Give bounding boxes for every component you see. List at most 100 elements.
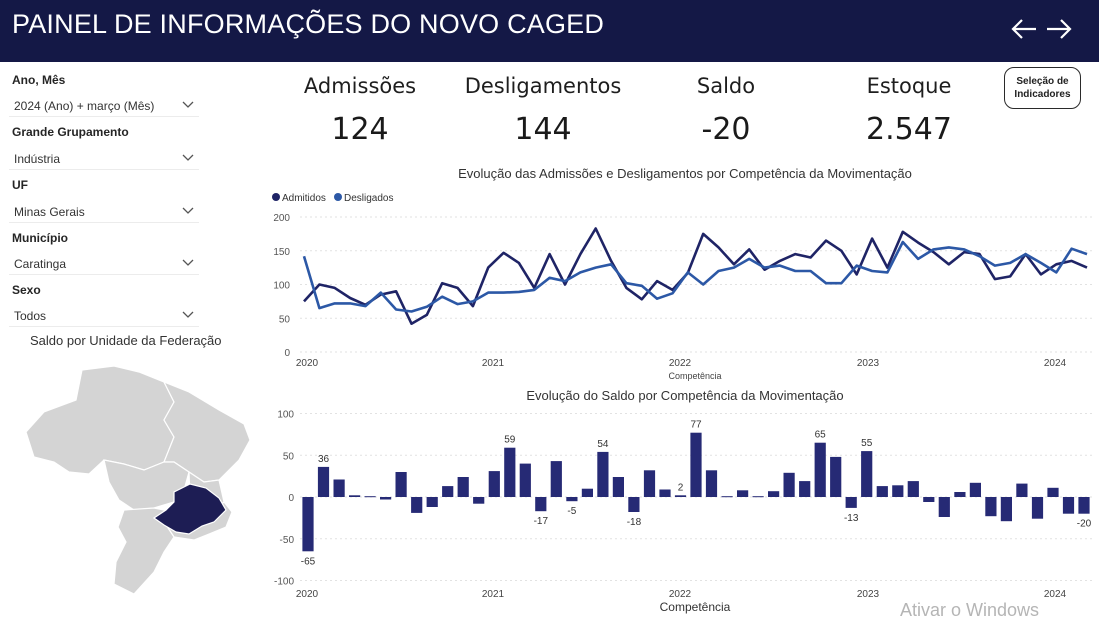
map-title: Saldo por Unidade da Federação	[30, 333, 222, 348]
bar-chart: -100 -50 0 50 100 -65 36 59 -17 -5 54 -18 2 77 65 -13 55…	[274, 410, 1092, 614]
x-tick-label: 2023	[857, 589, 880, 600]
state-minas-gerais	[152, 483, 227, 535]
bar	[861, 451, 873, 497]
bar	[892, 485, 904, 497]
bar	[737, 490, 749, 497]
bar	[442, 486, 454, 497]
legend-label: Admitidos	[282, 193, 326, 204]
x-tick-label: 2020	[296, 358, 319, 369]
y-tick-label: 100	[277, 410, 294, 421]
bar-data-label: -65	[301, 556, 316, 567]
bar	[612, 477, 624, 497]
bar	[1016, 483, 1028, 497]
bar	[985, 497, 997, 517]
series-line-desligados	[302, 240, 1088, 313]
bar	[1000, 497, 1012, 522]
x-tick-label: 2021	[482, 589, 505, 600]
bar	[674, 495, 687, 497]
x-tick-label: 2024	[1044, 589, 1067, 600]
bar	[923, 497, 935, 502]
x-tick-label: 2020	[296, 589, 319, 600]
bar	[1062, 497, 1075, 514]
bar	[426, 497, 438, 507]
filter-uf-dropdown[interactable]: Minas Gerais	[9, 201, 199, 223]
chevron-down-icon	[182, 207, 194, 214]
bar	[907, 481, 919, 497]
back-arrow-icon[interactable]	[1009, 12, 1039, 46]
filter-label-sexo: Sexo	[12, 283, 41, 297]
x-tick-label: 2023	[857, 358, 880, 369]
select-indicators-line2: Indicadores	[1014, 89, 1071, 100]
filter-sexo-dropdown[interactable]: Todos	[9, 305, 199, 327]
bar	[954, 492, 966, 497]
line-chart-title: Evolução das Admissões e Desligamentos p…	[458, 166, 912, 181]
bar-data-label: 54	[597, 439, 609, 450]
bar	[395, 472, 407, 497]
y-tick-label: 0	[288, 493, 294, 504]
select-indicators-line1: Seleção de	[1016, 76, 1069, 87]
select-indicators-button[interactable]: Seleção de Indicadores	[1004, 67, 1081, 109]
kpi-estoque: Estoque 2.547	[819, 74, 999, 147]
bar	[659, 489, 671, 497]
bar-data-label: -20	[1077, 519, 1092, 530]
bar	[969, 482, 981, 497]
kpi-admissoes-value: 124	[331, 112, 389, 147]
bar-data-label: 36	[318, 454, 330, 465]
bar-data-label: -5	[567, 506, 576, 517]
bar-data-label: 59	[504, 435, 516, 446]
bar	[938, 497, 950, 517]
filter-grupamento-dropdown[interactable]: Indústria	[9, 148, 199, 170]
bar	[1078, 497, 1090, 514]
kpi-desligamentos-value: 144	[514, 112, 572, 147]
bar	[783, 472, 795, 497]
bar-data-label: -17	[534, 516, 549, 527]
x-tick-label: 2024	[1044, 358, 1067, 369]
y-tick-label: 50	[283, 451, 295, 462]
filter-ano-mes-value: 2024 (Ano) + março (Mês)	[14, 99, 155, 113]
y-tick-label: -50	[280, 535, 295, 546]
bar	[830, 456, 842, 497]
x-tick-label: 2021	[482, 358, 505, 369]
filter-label-municipio: Município	[12, 231, 68, 245]
bar	[488, 471, 500, 497]
chevron-down-icon	[182, 259, 194, 266]
filter-municipio-dropdown[interactable]: Caratinga	[9, 253, 199, 275]
bar-chart-title: Evolução do Saldo por Competência da Mov…	[526, 388, 844, 403]
bar	[317, 466, 330, 497]
chevron-down-icon	[182, 154, 194, 161]
kpi-desligamentos: Desligamentos 144	[453, 74, 633, 147]
kpi-desligamentos-label: Desligamentos	[464, 74, 622, 98]
series-line-admitidos	[303, 227, 1088, 325]
y-tick-label: -100	[274, 577, 294, 588]
bar	[566, 497, 578, 502]
kpi-saldo-label: Saldo	[696, 74, 756, 98]
legend-label: Desligados	[344, 193, 393, 204]
bar	[473, 497, 485, 504]
bar	[643, 470, 656, 497]
forward-arrow-icon[interactable]	[1044, 12, 1074, 46]
filter-ano-mes-dropdown[interactable]: 2024 (Ano) + março (Mês)	[9, 95, 199, 117]
state-norte	[25, 365, 175, 475]
bar	[690, 432, 702, 497]
chevron-down-icon	[182, 311, 194, 318]
y-tick-label: 100	[273, 281, 290, 292]
filter-label-grupamento: Grande Grupamento	[12, 125, 129, 139]
bar	[519, 463, 531, 497]
y-tick-label: 50	[279, 314, 291, 325]
legend-swatch	[272, 193, 280, 201]
kpi-saldo: Saldo -20	[636, 74, 816, 147]
x-tick-label: 2022	[669, 589, 692, 600]
bar	[845, 497, 857, 508]
kpi-admissoes-label: Admissões	[303, 74, 417, 98]
legend-swatch	[334, 193, 342, 201]
bar	[349, 495, 361, 497]
chevron-down-icon	[182, 101, 194, 108]
bar	[581, 488, 593, 497]
bar	[705, 470, 718, 497]
bar	[1031, 497, 1044, 519]
bar	[597, 451, 609, 497]
brazil-map[interactable]	[14, 362, 254, 602]
bar-data-label: 55	[861, 438, 873, 449]
filter-label-ano-mes: Ano, Mês	[12, 73, 66, 87]
